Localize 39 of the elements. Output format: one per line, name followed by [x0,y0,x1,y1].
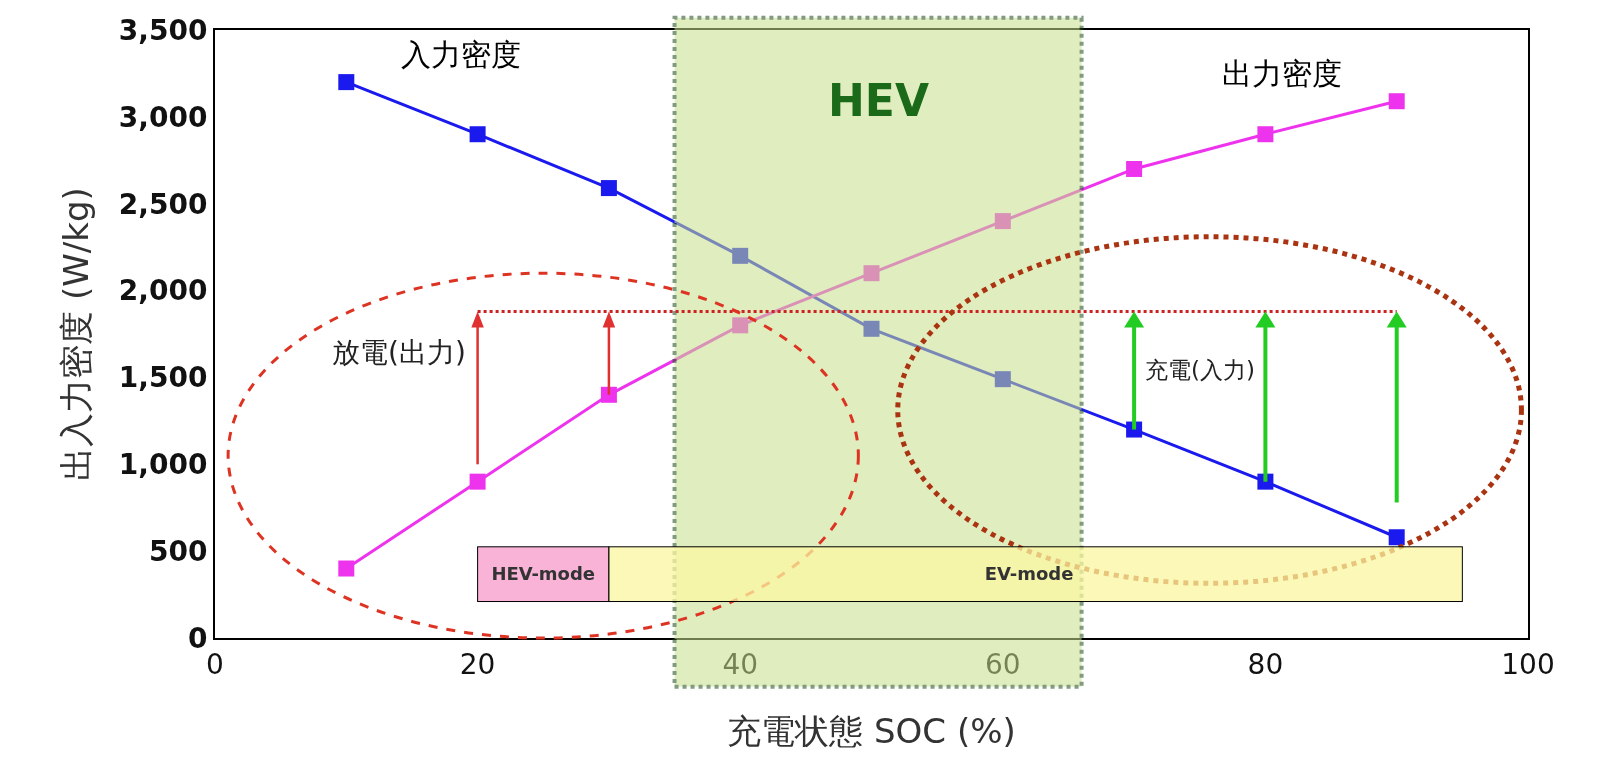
x-tick-label: 20 [459,647,496,681]
point [994,213,1011,230]
point [1126,160,1143,177]
y-tick-label: 1,000 [118,448,208,482]
annotation: 充電(入力) [1145,357,1255,383]
series-label: 出力密度 [1222,56,1342,91]
point [469,126,486,143]
x-tick-label: 60 [984,647,1021,681]
annotation: EV-mode [984,563,1074,585]
x-axis-title: 充電状態 SOC (%) [727,711,1016,752]
point [1388,529,1405,546]
point [469,473,486,490]
y-tick-label: 2,000 [118,274,208,308]
point [1388,93,1405,110]
band-label: HEV [828,75,929,126]
y-tick-label: 3,000 [118,100,208,134]
y-axis-title: 出入力密度 (W/kg) [55,187,96,481]
point [732,247,749,264]
point [600,180,617,197]
point [338,560,355,577]
point [994,371,1011,388]
point [338,74,355,91]
mode-strip: HEV-mode EV-mode [477,546,1463,602]
annotation: HEV-mode [491,563,596,585]
point [732,317,749,334]
point [863,320,880,337]
x-tick-label: 40 [722,647,759,681]
annotation: 放電(出力) [332,336,466,369]
point [600,386,617,403]
y-tick-label: 0 [187,621,208,655]
y-tick-label: 3,500 [118,13,208,47]
point [863,265,880,282]
y-tick-label: 500 [148,534,208,568]
x-tick-label: 80 [1247,647,1284,681]
point [1257,126,1274,143]
series-label: 入力密度 [401,37,521,72]
x-tick-label: 100 [1501,647,1555,681]
y-tick-label: 2,500 [118,187,208,221]
y-tick-label: 1,500 [118,361,208,395]
